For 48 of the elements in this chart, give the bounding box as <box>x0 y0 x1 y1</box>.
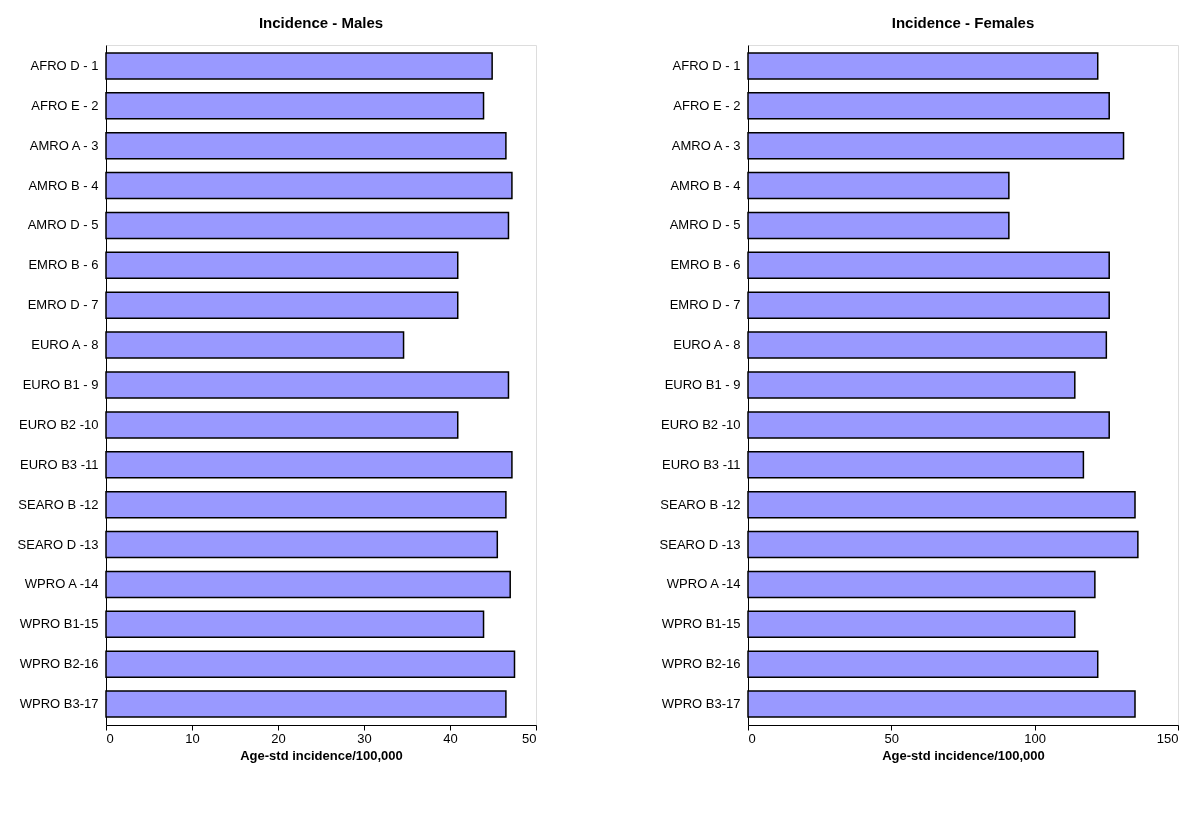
y-tick-label: EURO B3 -11 <box>19 456 99 472</box>
y-tick-label: AFRO D - 1 <box>672 57 741 73</box>
x-tick-label: 10 <box>185 730 200 746</box>
x-axis-title: Age-std incidence/100,000 <box>882 747 1045 763</box>
y-tick-label: EURO B2 -10 <box>19 416 99 432</box>
y-tick-label: WPRO A -14 <box>666 576 741 592</box>
x-tick-label: 20 <box>271 730 286 746</box>
x-tick-label: 0 <box>106 730 114 746</box>
y-tick-label: EMRO D - 7 <box>27 297 99 313</box>
x-tick-label: 50 <box>522 730 537 746</box>
y-tick-label: AMRO A - 3 <box>671 137 741 153</box>
y-tick-label: SEARO B -12 <box>18 496 99 512</box>
y-tick-label: EURO B1 - 9 <box>664 377 741 392</box>
y-tick-label: AMRO A - 3 <box>29 137 99 153</box>
y-tick-label: SEARO B -12 <box>660 496 741 512</box>
y-tick-label: AMRO B - 4 <box>670 177 741 193</box>
x-tick-label: 0 <box>748 730 756 746</box>
y-tick-label: EURO B2 -10 <box>661 416 741 432</box>
x-tick-label: 150 <box>1156 730 1179 746</box>
x-tick-label: 50 <box>884 730 900 746</box>
y-tick-label: WPRO B3-17 <box>19 696 99 712</box>
y-tick-label: WPRO B1-15 <box>19 616 99 632</box>
y-tick-label: EMRO B - 6 <box>28 257 99 273</box>
y-tick-label: EMRO D - 7 <box>669 297 741 313</box>
y-tick-label: WPRO A -14 <box>24 576 99 592</box>
y-tick-label: EURO B3 -11 <box>661 456 741 472</box>
y-tick-label: WPRO B3-17 <box>661 696 741 712</box>
y-tick-label: SEARO D -13 <box>17 536 99 552</box>
y-tick-label: AFRO E - 2 <box>673 97 741 113</box>
y-tick-label: WPRO B2-16 <box>661 656 741 672</box>
y-tick-label: WPRO B1-15 <box>661 616 741 632</box>
y-tick-label: AFRO E - 2 <box>31 97 99 113</box>
y-tick-label: AMRO D - 5 <box>669 217 741 233</box>
x-tick-label: 100 <box>1024 730 1047 746</box>
y-tick-label: SEARO D -13 <box>659 536 741 552</box>
y-tick-label: EURO A - 8 <box>31 337 99 353</box>
y-tick-label: AMRO D - 5 <box>27 217 99 233</box>
x-tick-label: 40 <box>443 730 458 746</box>
chart-title: Incidence - Males <box>258 14 384 31</box>
y-tick-label: WPRO B2-16 <box>19 656 99 672</box>
y-tick-label: AMRO B - 4 <box>28 177 99 193</box>
chart-title: Incidence - Females <box>891 14 1035 31</box>
y-tick-label: AFRO D - 1 <box>30 57 99 73</box>
y-tick-label: EURO A - 8 <box>673 337 741 353</box>
y-tick-label: EURO B1 - 9 <box>22 377 99 392</box>
x-axis-title: Age-std incidence/100,000 <box>240 747 403 763</box>
y-tick-label: EMRO B - 6 <box>670 257 741 273</box>
x-tick-label: 30 <box>357 730 372 746</box>
